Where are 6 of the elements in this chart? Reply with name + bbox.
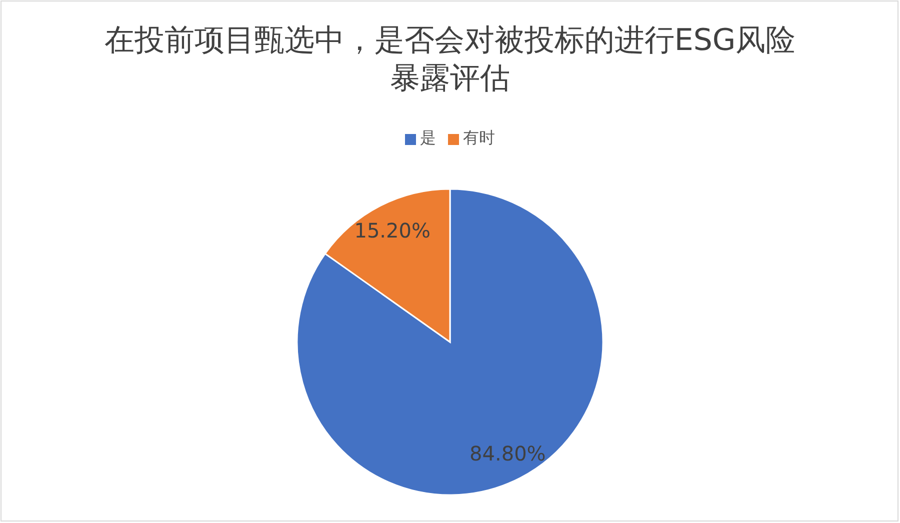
chart-title: 在投前项目甄选中，是否会对被投标的进行ESG风险暴露评估 (104, 23, 796, 96)
data-label: 84.80% (470, 441, 546, 466)
legend-label: 有时 (463, 128, 495, 147)
legend-label: 是 (420, 128, 436, 147)
data-label: 15.20% (354, 218, 430, 243)
pie-slice (296, 188, 604, 496)
